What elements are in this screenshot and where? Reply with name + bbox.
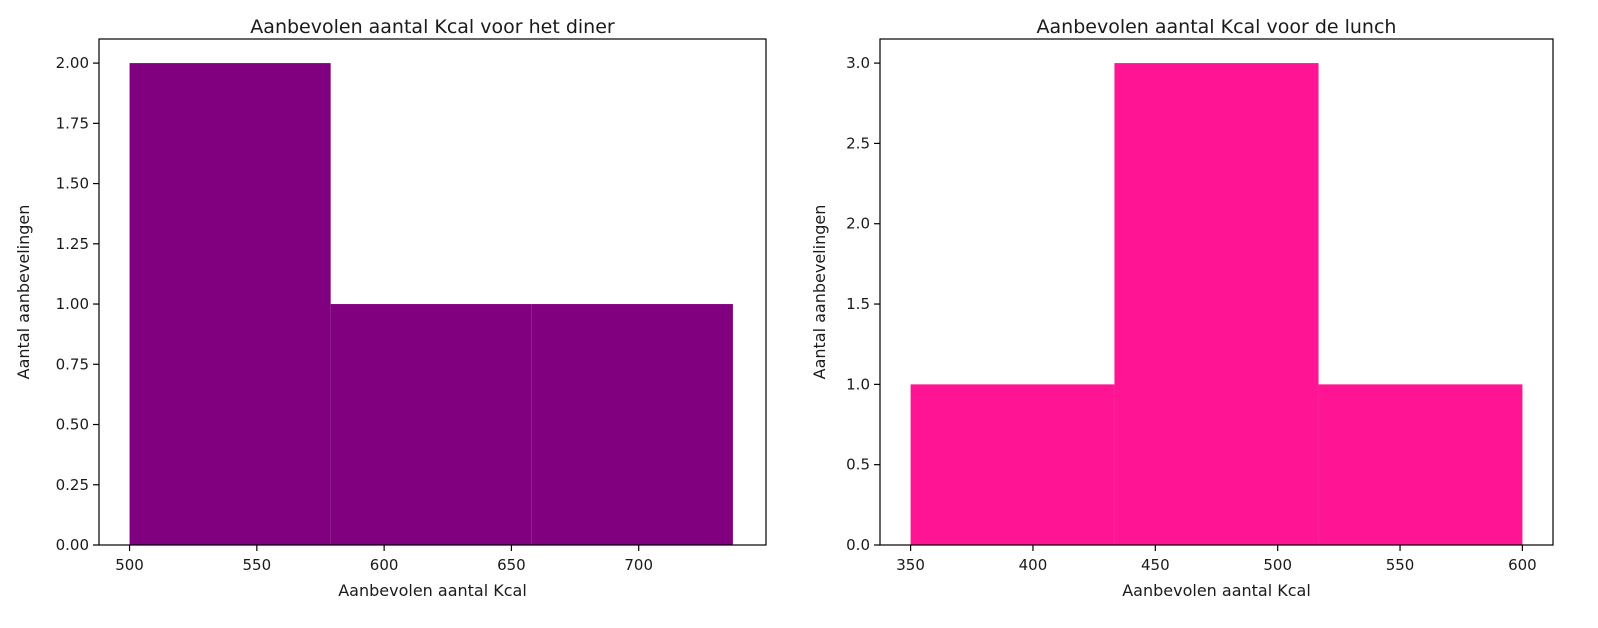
y-tick-label: 0.50 [56, 416, 89, 434]
chart-title: Aanbevolen aantal Kcal voor het diner [250, 16, 615, 38]
x-tick-label: 400 [1019, 556, 1048, 574]
y-tick-label: 2.00 [56, 54, 89, 72]
plot-frame [98, 38, 767, 546]
x-tick-label: 700 [624, 556, 653, 574]
y-tick-label: 1.25 [56, 235, 89, 253]
y-tick-label: 2.5 [846, 134, 870, 152]
plot-frame [879, 38, 1554, 546]
histogram-bar [129, 63, 331, 545]
x-tick-label: 600 [1508, 556, 1537, 574]
x-tick-label: 600 [370, 556, 399, 574]
chart-title: Aanbevolen aantal Kcal voor de lunch [1037, 16, 1397, 38]
y-tick-label: 2.0 [846, 215, 870, 233]
x-axis-label: Aanbevolen aantal Kcal [1122, 581, 1311, 600]
y-tick-label: 0.00 [56, 536, 89, 554]
histogram-bar [1318, 384, 1523, 545]
y-tick-label: 1.75 [56, 114, 89, 132]
x-axis-label: Aanbevolen aantal Kcal [338, 581, 527, 600]
y-axis-label: Aantal aanbevelingen [810, 205, 829, 380]
x-tick-label: 650 [497, 556, 526, 574]
x-tick-label: 550 [1386, 556, 1415, 574]
y-tick-label: 0.5 [846, 456, 870, 474]
x-tick-label: 350 [896, 556, 925, 574]
x-tick-label: 450 [1141, 556, 1170, 574]
y-tick-label: 1.50 [56, 175, 89, 193]
x-tick-label: 550 [243, 556, 272, 574]
lunch-histogram: 350 400 450 500 550 600 0.0 0.5 1.0 1.5 2.0 2.5 3.0 A… [810, 16, 1554, 600]
dinner-histogram: 500 550 600 650 700 0.00 0.25 0.50 0.75 1.00 1.25 1… [14, 16, 767, 600]
histogram-bar [910, 384, 1115, 545]
y-tick-label: 0.0 [846, 536, 870, 554]
histogram-bar [1114, 63, 1319, 545]
y-tick-label: 1.00 [56, 295, 89, 313]
x-tick-label: 500 [115, 556, 144, 574]
y-tick-label: 3.0 [846, 54, 870, 72]
histogram-bar [330, 304, 532, 545]
y-tick-label: 0.75 [56, 355, 89, 373]
y-axis-label: Aantal aanbevelingen [14, 205, 33, 380]
y-tick-label: 1.0 [846, 375, 870, 393]
histogram-bar [531, 304, 733, 545]
y-tick-label: 0.25 [56, 476, 89, 494]
x-tick-label: 500 [1263, 556, 1292, 574]
y-tick-label: 1.5 [846, 295, 870, 313]
